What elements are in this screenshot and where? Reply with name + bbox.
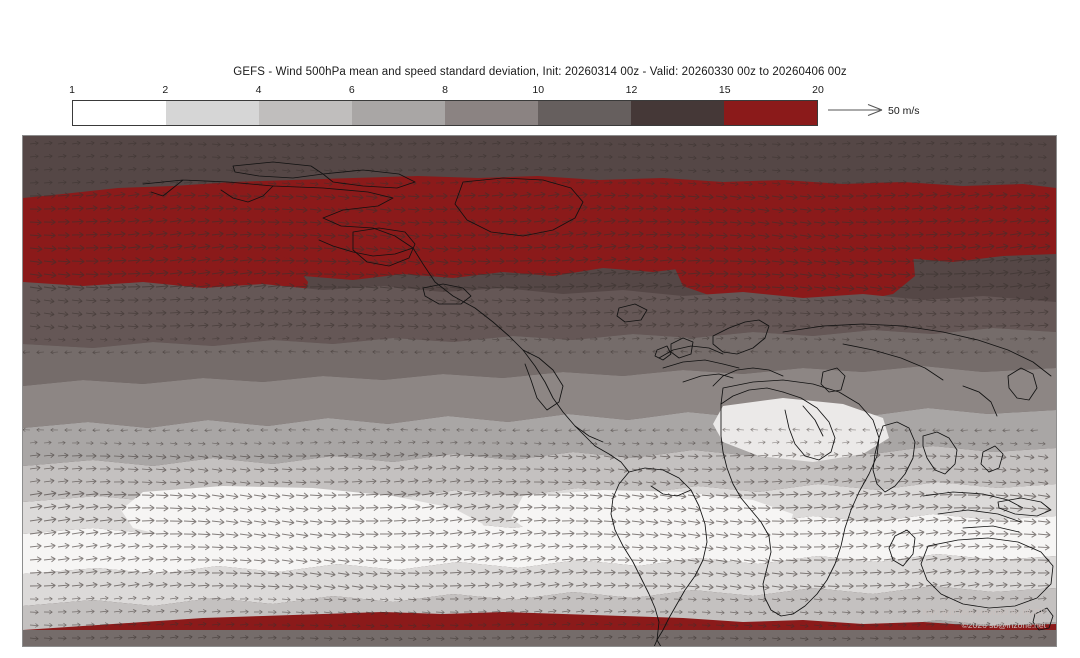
band-bottom-strip [23,630,1056,646]
wind-reference-legend: 50 m/s [828,103,948,123]
attribution-copyright: ©2026 sb@irizone.net [961,620,1046,630]
page-title: GEFS - Wind 500hPa mean and speed standa… [233,66,847,78]
colorbar-segment-1-2 [73,101,166,125]
attribution-source: from grib files provided by NCEP [922,607,1046,617]
colorbar-segment-12-15 [631,101,724,125]
colorbar-tick-7: 15 [718,84,731,96]
colorbar-tick-2: 4 [255,84,262,96]
band-1-2-tropics [23,514,1056,574]
colorbar-tick-5: 10 [532,84,545,96]
wind-arrow-icon [828,104,883,116]
band-white-lobe-pacific [121,486,483,552]
colorbar-tick-1: 2 [162,84,169,96]
colorbar-segment-8-10 [445,101,538,125]
coastlines [142,161,1054,646]
band-white-lobe-asia [713,398,889,462]
colorbar-tick-4: 8 [442,84,448,96]
colorbar-tick-3: 6 [348,84,355,96]
band-10-12-north [23,328,1056,386]
band-8-10-north [23,366,1056,428]
colorbar-tick-6: 12 [625,84,638,96]
colorbar-tick-8: 20 [812,84,824,96]
wind-reference-label: 50 m/s [888,105,920,117]
colorbar-segment-15-20 [724,101,817,125]
colorbar-segment-6-8 [352,101,445,125]
map-svg [23,136,1056,646]
colorbar-segment-2-4 [166,101,259,125]
colorbar-segment-4-6 [259,101,352,125]
map-canvas[interactable]: from grib files provided by NCEP ©2026 s… [22,135,1057,647]
colorbar-segment-10-12 [538,101,631,125]
colorbar [72,100,818,126]
colorbar-tick-0: 1 [69,84,75,96]
band-12-15-north [23,282,1056,348]
band-2-4-south [23,554,1056,606]
colorbar-tick-labels: 1 2 4 6 8 10 12 15 20 [69,84,824,98]
